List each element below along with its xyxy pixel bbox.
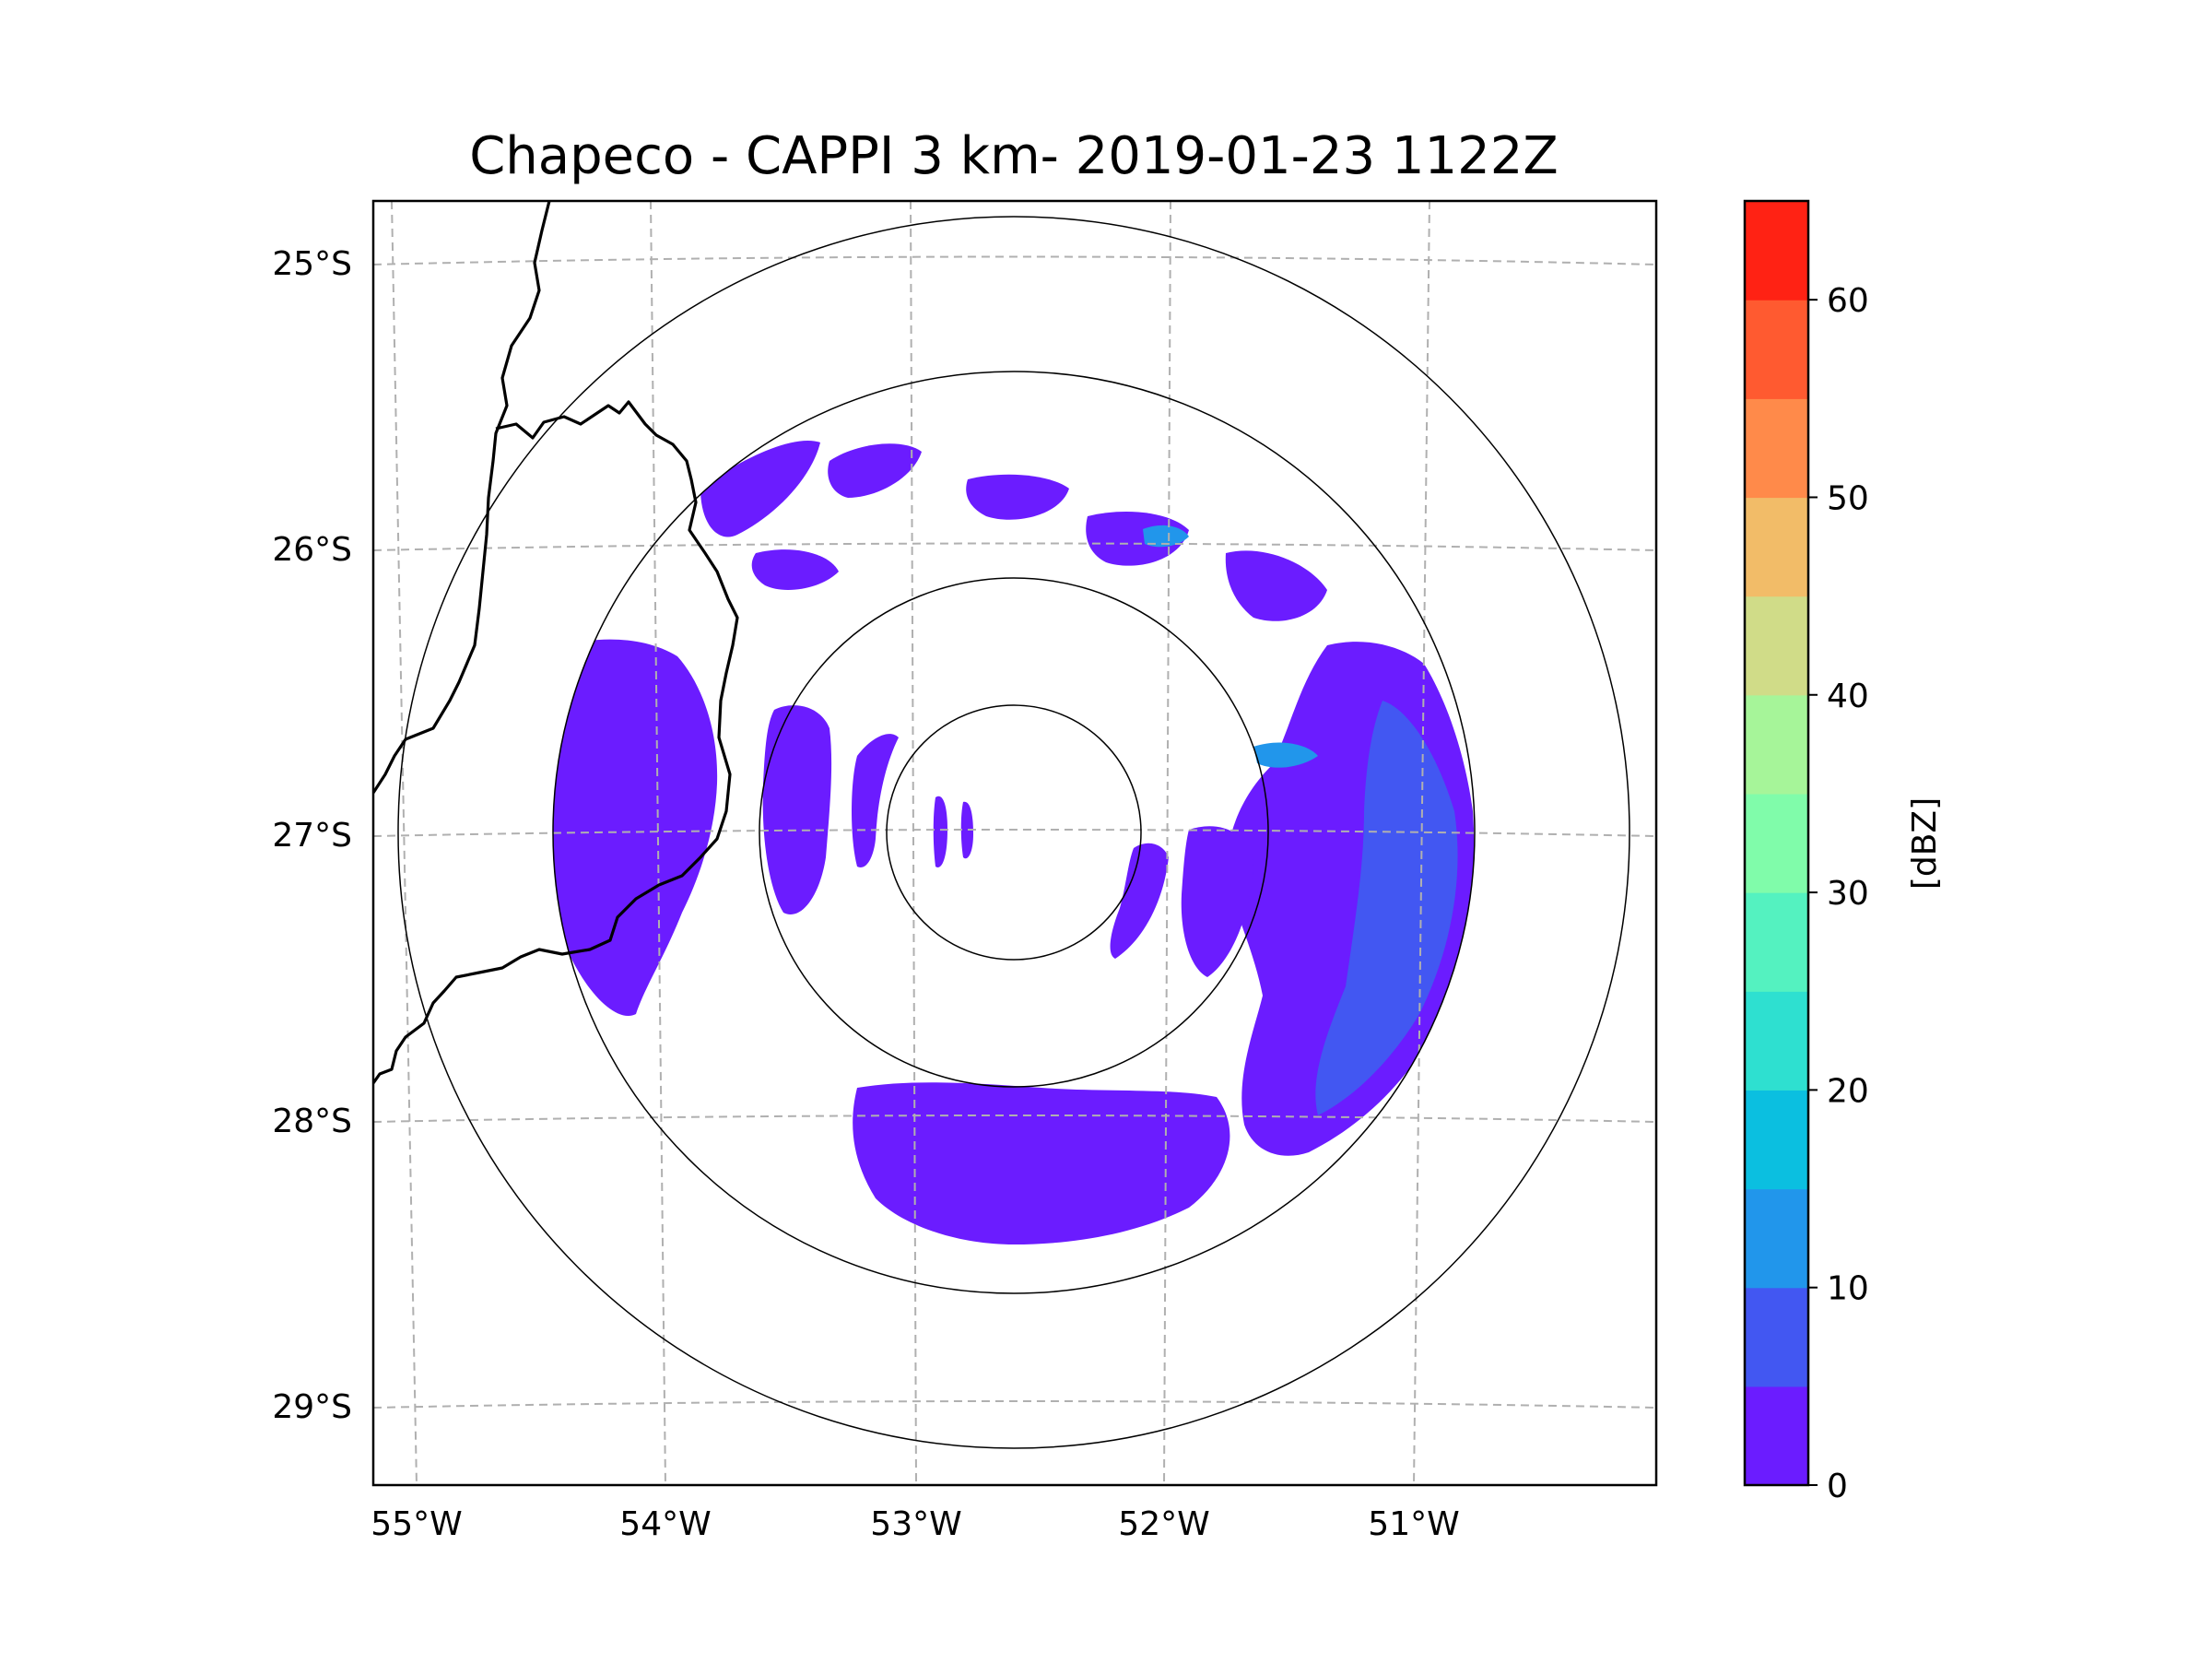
- colorbar-segment-45: [1745, 497, 1808, 597]
- echo-patch-east-inner: [1181, 826, 1253, 977]
- border-west: [373, 201, 551, 794]
- range-ring-100km: [759, 577, 1269, 1088]
- echo-inner-arcs: [933, 796, 973, 867]
- lat-label-27s: 27°S: [272, 817, 352, 855]
- colorbar-tick-label-0: 0: [1827, 1468, 1848, 1505]
- colorbar-segment-40: [1745, 596, 1808, 696]
- lon-label-54w: 54°W: [619, 1505, 711, 1543]
- colorbar-tick-label-40: 40: [1827, 678, 1869, 715]
- colorbar-tick-label-10: 10: [1827, 1270, 1869, 1308]
- range-ring-150km: [552, 371, 1476, 1294]
- lat-label-28s: 28°S: [272, 1103, 352, 1140]
- echo-region-inner-west: [762, 705, 832, 914]
- gridline-lon-54: [650, 200, 666, 1486]
- colorbar-segment-55: [1745, 300, 1808, 399]
- lon-label-55w: 55°W: [371, 1505, 462, 1543]
- lat-label-26s: 26°S: [272, 531, 352, 569]
- gridline-lon-52: [1163, 200, 1171, 1486]
- longitude-labels: 55°W 54°W 53°W 52°W 51°W: [371, 1505, 1459, 1543]
- graticule: [372, 200, 1657, 1486]
- gridline-lat-28: [372, 1115, 1657, 1123]
- colorbar: 0 10 20 30 40 50 60 [dBZ]: [1743, 199, 1944, 1505]
- colorbar-segment-0: [1745, 1386, 1808, 1486]
- map-panel[interactable]: [371, 199, 1658, 1487]
- echo-clutter-north-4: [751, 549, 839, 590]
- colorbar-segment-60: [1745, 201, 1808, 301]
- colorbar-segments: [1745, 201, 1808, 1486]
- gridline-lat-27: [372, 829, 1657, 837]
- echo-region-west: [553, 639, 718, 1016]
- colorbar-segment-15: [1745, 1090, 1808, 1190]
- range-ring-50km: [886, 704, 1142, 961]
- lon-label-52w: 52°W: [1118, 1505, 1209, 1543]
- reflectivity-field: [553, 441, 1475, 1244]
- colorbar-segment-25: [1745, 892, 1808, 992]
- latitude-labels: 25°S 26°S 27°S 28°S 29°S: [272, 245, 352, 1426]
- echo-arc-inner: [852, 734, 899, 867]
- lat-label-25s: 25°S: [272, 245, 352, 283]
- colorbar-segment-20: [1745, 991, 1808, 1091]
- echo-clutter-north-1: [828, 443, 922, 498]
- political-borders: [373, 201, 739, 1084]
- lon-label-53w: 53°W: [870, 1505, 961, 1543]
- colorbar-tick-label-50: 50: [1827, 479, 1869, 517]
- range-ring-200km: [397, 216, 1630, 1449]
- colorbar-segment-30: [1745, 793, 1808, 893]
- border-inner: [373, 400, 739, 1084]
- echo-clutter-northeast: [1225, 550, 1327, 621]
- colorbar-ticks: 0 10 20 30 40 50 60: [1808, 282, 1869, 1505]
- echo-clutter-north-2: [966, 474, 1069, 520]
- colorbar-segment-5: [1745, 1287, 1808, 1387]
- echo-region-northwest: [700, 441, 820, 537]
- echo-cyan-patch-2: [1253, 742, 1318, 768]
- range-rings: [397, 216, 1630, 1449]
- gridline-lat-29: [372, 1400, 1657, 1409]
- gridline-lon-53: [910, 200, 917, 1486]
- echo-clutter-north-3: [1086, 512, 1189, 566]
- colorbar-segment-35: [1745, 694, 1808, 795]
- figure-title: Chapeco - CAPPI 3 km- 2019-01-23 1122Z: [469, 126, 1559, 186]
- echo-arc-southeast: [1110, 843, 1169, 959]
- gridline-lon-51: [1413, 200, 1430, 1486]
- gridline-lat-25: [372, 255, 1657, 265]
- gridline-lat-26: [372, 542, 1657, 551]
- echo-region-east-moderate: [1315, 701, 1458, 1115]
- colorbar-label: [dBZ]: [1906, 797, 1944, 890]
- colorbar-segment-50: [1745, 398, 1808, 499]
- echo-cyan-patch-1: [1143, 525, 1189, 548]
- gridline-lon-55: [391, 200, 418, 1486]
- colorbar-segment-10: [1745, 1188, 1808, 1289]
- colorbar-tick-label-60: 60: [1827, 282, 1869, 320]
- echo-region-south: [853, 1082, 1230, 1244]
- map-frame: [371, 199, 1658, 1487]
- colorbar-tick-label-30: 30: [1827, 875, 1869, 913]
- colorbar-tick-label-20: 20: [1827, 1072, 1869, 1110]
- colorbar-frame: [1743, 199, 1810, 1487]
- lon-label-51w: 51°W: [1368, 1505, 1459, 1543]
- lat-label-29s: 29°S: [272, 1388, 352, 1426]
